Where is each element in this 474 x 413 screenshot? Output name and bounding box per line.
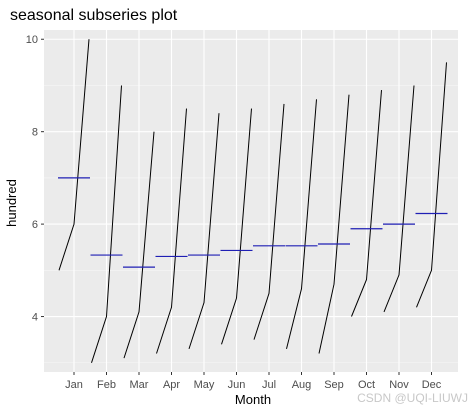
x-axis-title: Month	[235, 392, 271, 407]
plot-panel	[44, 30, 458, 372]
y-tick-label: 8	[32, 127, 38, 139]
subseries-line-nov	[383, 85, 415, 313]
x-axis-ticks: Jan Feb Mar Apr May Jun Jul Aug Sep Oct Nov Dec	[65, 372, 442, 391]
x-tick-label-sep: Sep	[324, 379, 344, 391]
subseries-line-jul	[253, 103, 285, 340]
x-tick-label-aug: Aug	[292, 379, 312, 391]
y-axis-title: hundred	[4, 179, 19, 227]
x-tick-label-apr: Apr	[163, 379, 180, 391]
y-axis-ticks: 4 6 8 10	[26, 34, 44, 324]
subseries-line-jan	[58, 39, 90, 271]
x-tick-label-jul: Jul	[262, 379, 276, 391]
x-tick-label-oct: Oct	[358, 379, 375, 391]
subseries-line-oct	[351, 90, 382, 317]
subseries-line-mar	[123, 131, 155, 359]
subseries-line-sep	[318, 94, 350, 354]
subseries-lines	[58, 39, 447, 363]
x-tick-label-mar: Mar	[130, 379, 149, 391]
x-tick-label-may: May	[194, 379, 215, 391]
minor-gridlines	[44, 85, 458, 364]
watermark: CSDN @UQI-LIUWJ	[357, 391, 468, 405]
x-tick-label-jan: Jan	[65, 379, 83, 391]
y-tick-label: 6	[32, 219, 38, 231]
subseries-line-dec	[416, 62, 447, 308]
mean-lines	[58, 177, 448, 268]
chart-title: seasonal subseries plot	[10, 7, 178, 24]
subseries-line-jun	[221, 108, 252, 345]
y-tick-label: 4	[32, 312, 38, 324]
subseries-line-may	[188, 113, 220, 350]
x-tick-label-feb: Feb	[97, 379, 116, 391]
x-tick-label-dec: Dec	[422, 379, 442, 391]
y-tick-label: 10	[26, 34, 38, 46]
subseries-line-apr	[156, 108, 187, 354]
subseries-line-aug	[286, 99, 317, 350]
x-tick-label-nov: Nov	[389, 379, 409, 391]
subseries-line-feb	[91, 85, 122, 363]
x-tick-label-jun: Jun	[228, 379, 246, 391]
